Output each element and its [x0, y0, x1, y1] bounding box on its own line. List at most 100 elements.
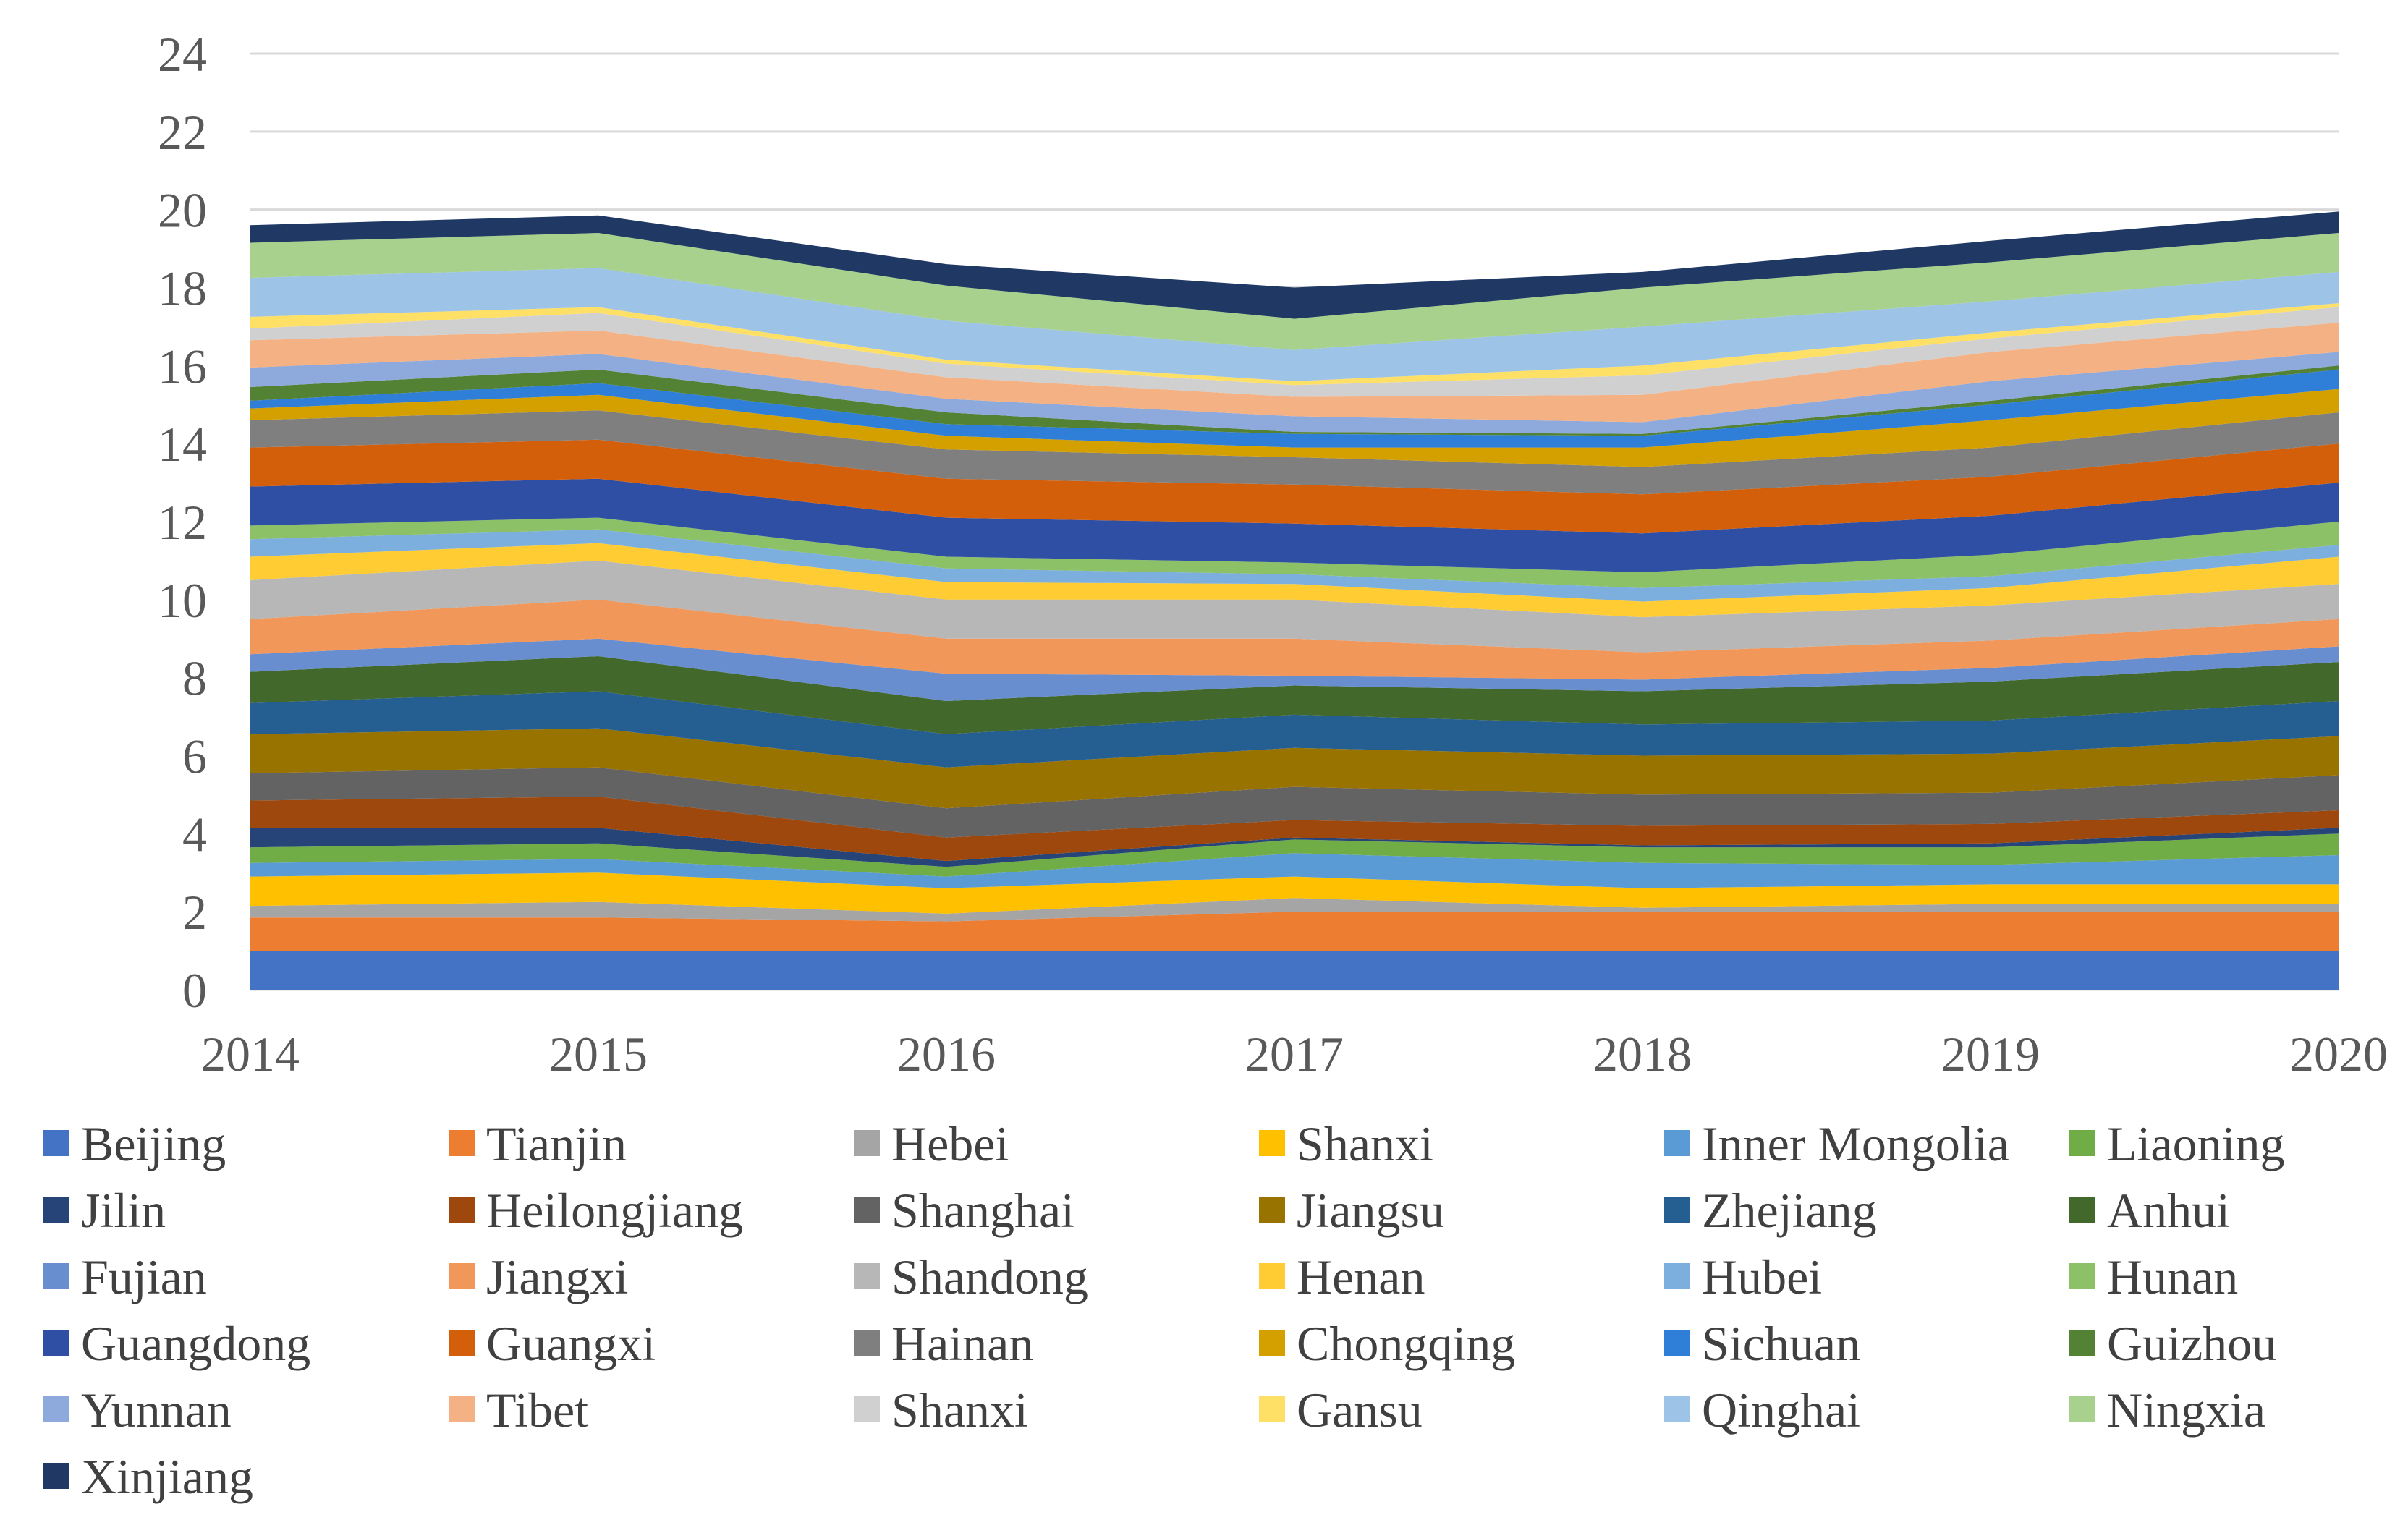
legend-label: Jiangsu [1297, 1183, 1444, 1238]
x-tick-label: 2017 [1245, 1027, 1344, 1082]
area-series-hebei-2 [250, 898, 2339, 922]
area-series-tibet-25 [250, 323, 2339, 423]
legend-label: Jiangxi [486, 1249, 628, 1304]
y-tick-label: 6 [182, 729, 207, 784]
legend-label: Heilongjiang [486, 1183, 743, 1238]
legend-swatch [854, 1130, 880, 1156]
legend-swatch [854, 1396, 880, 1422]
legend-label: Tianjin [486, 1116, 627, 1171]
legend-label: Guangxi [486, 1316, 656, 1371]
legend-swatch [43, 1197, 69, 1223]
legend-label: Fujian [81, 1249, 207, 1304]
x-tick-label: 2014 [201, 1027, 300, 1082]
area-series-ningxia-29 [250, 233, 2339, 350]
y-tick-label: 16 [158, 339, 207, 394]
area-series-liaoning-5 [250, 833, 2339, 877]
legend-swatch [449, 1330, 475, 1356]
legend-swatch [1259, 1263, 1285, 1289]
legend-label: Xinjiang [81, 1449, 253, 1504]
legend-label: Shanghai [891, 1183, 1074, 1238]
legend-label: Tibet [486, 1383, 588, 1438]
area-series-sichuan-22 [250, 369, 2339, 448]
legend-label: Shanxi [1297, 1116, 1433, 1171]
legend-swatch [43, 1263, 69, 1289]
x-tick-label: 2019 [1941, 1027, 2040, 1082]
y-tick-label: 0 [182, 963, 207, 1018]
legend-swatch [1664, 1130, 1690, 1156]
legend-label: Jilin [81, 1183, 166, 1238]
area-series-qinghai-28 [250, 268, 2339, 381]
y-tick-label: 20 [158, 183, 207, 238]
y-tick-label: 10 [158, 573, 207, 628]
area-series-guangdong-18 [250, 478, 2339, 573]
legend-label: Hubei [1702, 1249, 1822, 1304]
area-series-heilongjiang-7 [250, 797, 2339, 862]
legend-label: Guangdong [81, 1316, 310, 1371]
area-series-beijing-0 [250, 951, 2339, 990]
legend-swatch [1259, 1396, 1285, 1422]
legend-swatch [2069, 1330, 2095, 1356]
y-tick-label: 22 [158, 105, 207, 160]
x-tick-label: 2020 [2289, 1027, 2388, 1082]
legend-label: Gansu [1297, 1383, 1423, 1438]
area-series-layer [250, 211, 2339, 990]
legend-swatch [1259, 1130, 1285, 1156]
y-tick-label: 18 [158, 261, 207, 316]
legend-swatch [2069, 1197, 2095, 1223]
y-tick-label: 24 [158, 27, 207, 82]
legend-swatch [43, 1130, 69, 1156]
legend-swatch [449, 1263, 475, 1289]
area-series-fujian-12 [250, 638, 2339, 701]
legend-label: Liaoning [2107, 1116, 2285, 1171]
x-tick-label: 2016 [897, 1027, 996, 1082]
y-tick-label: 14 [158, 417, 207, 472]
legend-label: Anhui [2107, 1183, 2230, 1238]
area-series-shanxi-3 [250, 872, 2339, 914]
legend-label: Hebei [891, 1116, 1009, 1171]
legend-swatch [449, 1396, 475, 1422]
y-tick-label: 4 [182, 807, 207, 862]
legend-swatch [854, 1263, 880, 1289]
area-series-xinjiang-30 [250, 211, 2339, 319]
legend-swatch [1259, 1197, 1285, 1223]
area-series-henan-15 [250, 543, 2339, 618]
y-tick-label: 8 [182, 651, 207, 706]
area-series-shanghai-8 [250, 767, 2339, 838]
legend-swatch [854, 1197, 880, 1223]
legend: Beijing Tianjin Hebei Shanxi Inner Mongolia L… [43, 1116, 2285, 1504]
legend-swatch [43, 1463, 69, 1489]
area-series-jilin-6 [250, 828, 2339, 867]
legend-label: Chongqing [1297, 1316, 1515, 1371]
x-tick-label: 2018 [1593, 1027, 1692, 1082]
area-series-gansu-27 [250, 303, 2339, 386]
legend-swatch [1259, 1330, 1285, 1356]
area-series-shandong-14 [250, 560, 2339, 653]
legend-label: Beijing [81, 1116, 226, 1171]
legend-label: Inner Mongolia [1702, 1116, 2009, 1171]
legend-swatch [854, 1330, 880, 1356]
legend-swatch [1664, 1330, 1690, 1356]
legend-swatch [449, 1130, 475, 1156]
legend-label: Hainan [891, 1316, 1033, 1371]
legend-swatch [2069, 1130, 2095, 1156]
y-tick-label: 12 [158, 495, 207, 550]
legend-label: Shanxi [891, 1383, 1028, 1438]
legend-label: Sichuan [1702, 1316, 1860, 1371]
legend-swatch [1664, 1197, 1690, 1223]
legend-label: Yunnan [81, 1383, 232, 1438]
legend-swatch [2069, 1263, 2095, 1289]
legend-label: Zhejiang [1702, 1183, 1877, 1238]
area-series-jiangxi-13 [250, 599, 2339, 680]
y-tick-label: 2 [182, 885, 207, 940]
legend-label: Guizhou [2107, 1316, 2276, 1371]
area-series-inner-mongolia-4 [250, 853, 2339, 888]
area-series-hunan-17 [250, 517, 2339, 588]
legend-label: Ningxia [2107, 1383, 2265, 1438]
area-series-guangxi-19 [250, 439, 2339, 534]
legend-label: Hunan [2107, 1249, 2238, 1304]
legend-swatch [1664, 1396, 1690, 1422]
legend-label: Shandong [891, 1249, 1088, 1304]
